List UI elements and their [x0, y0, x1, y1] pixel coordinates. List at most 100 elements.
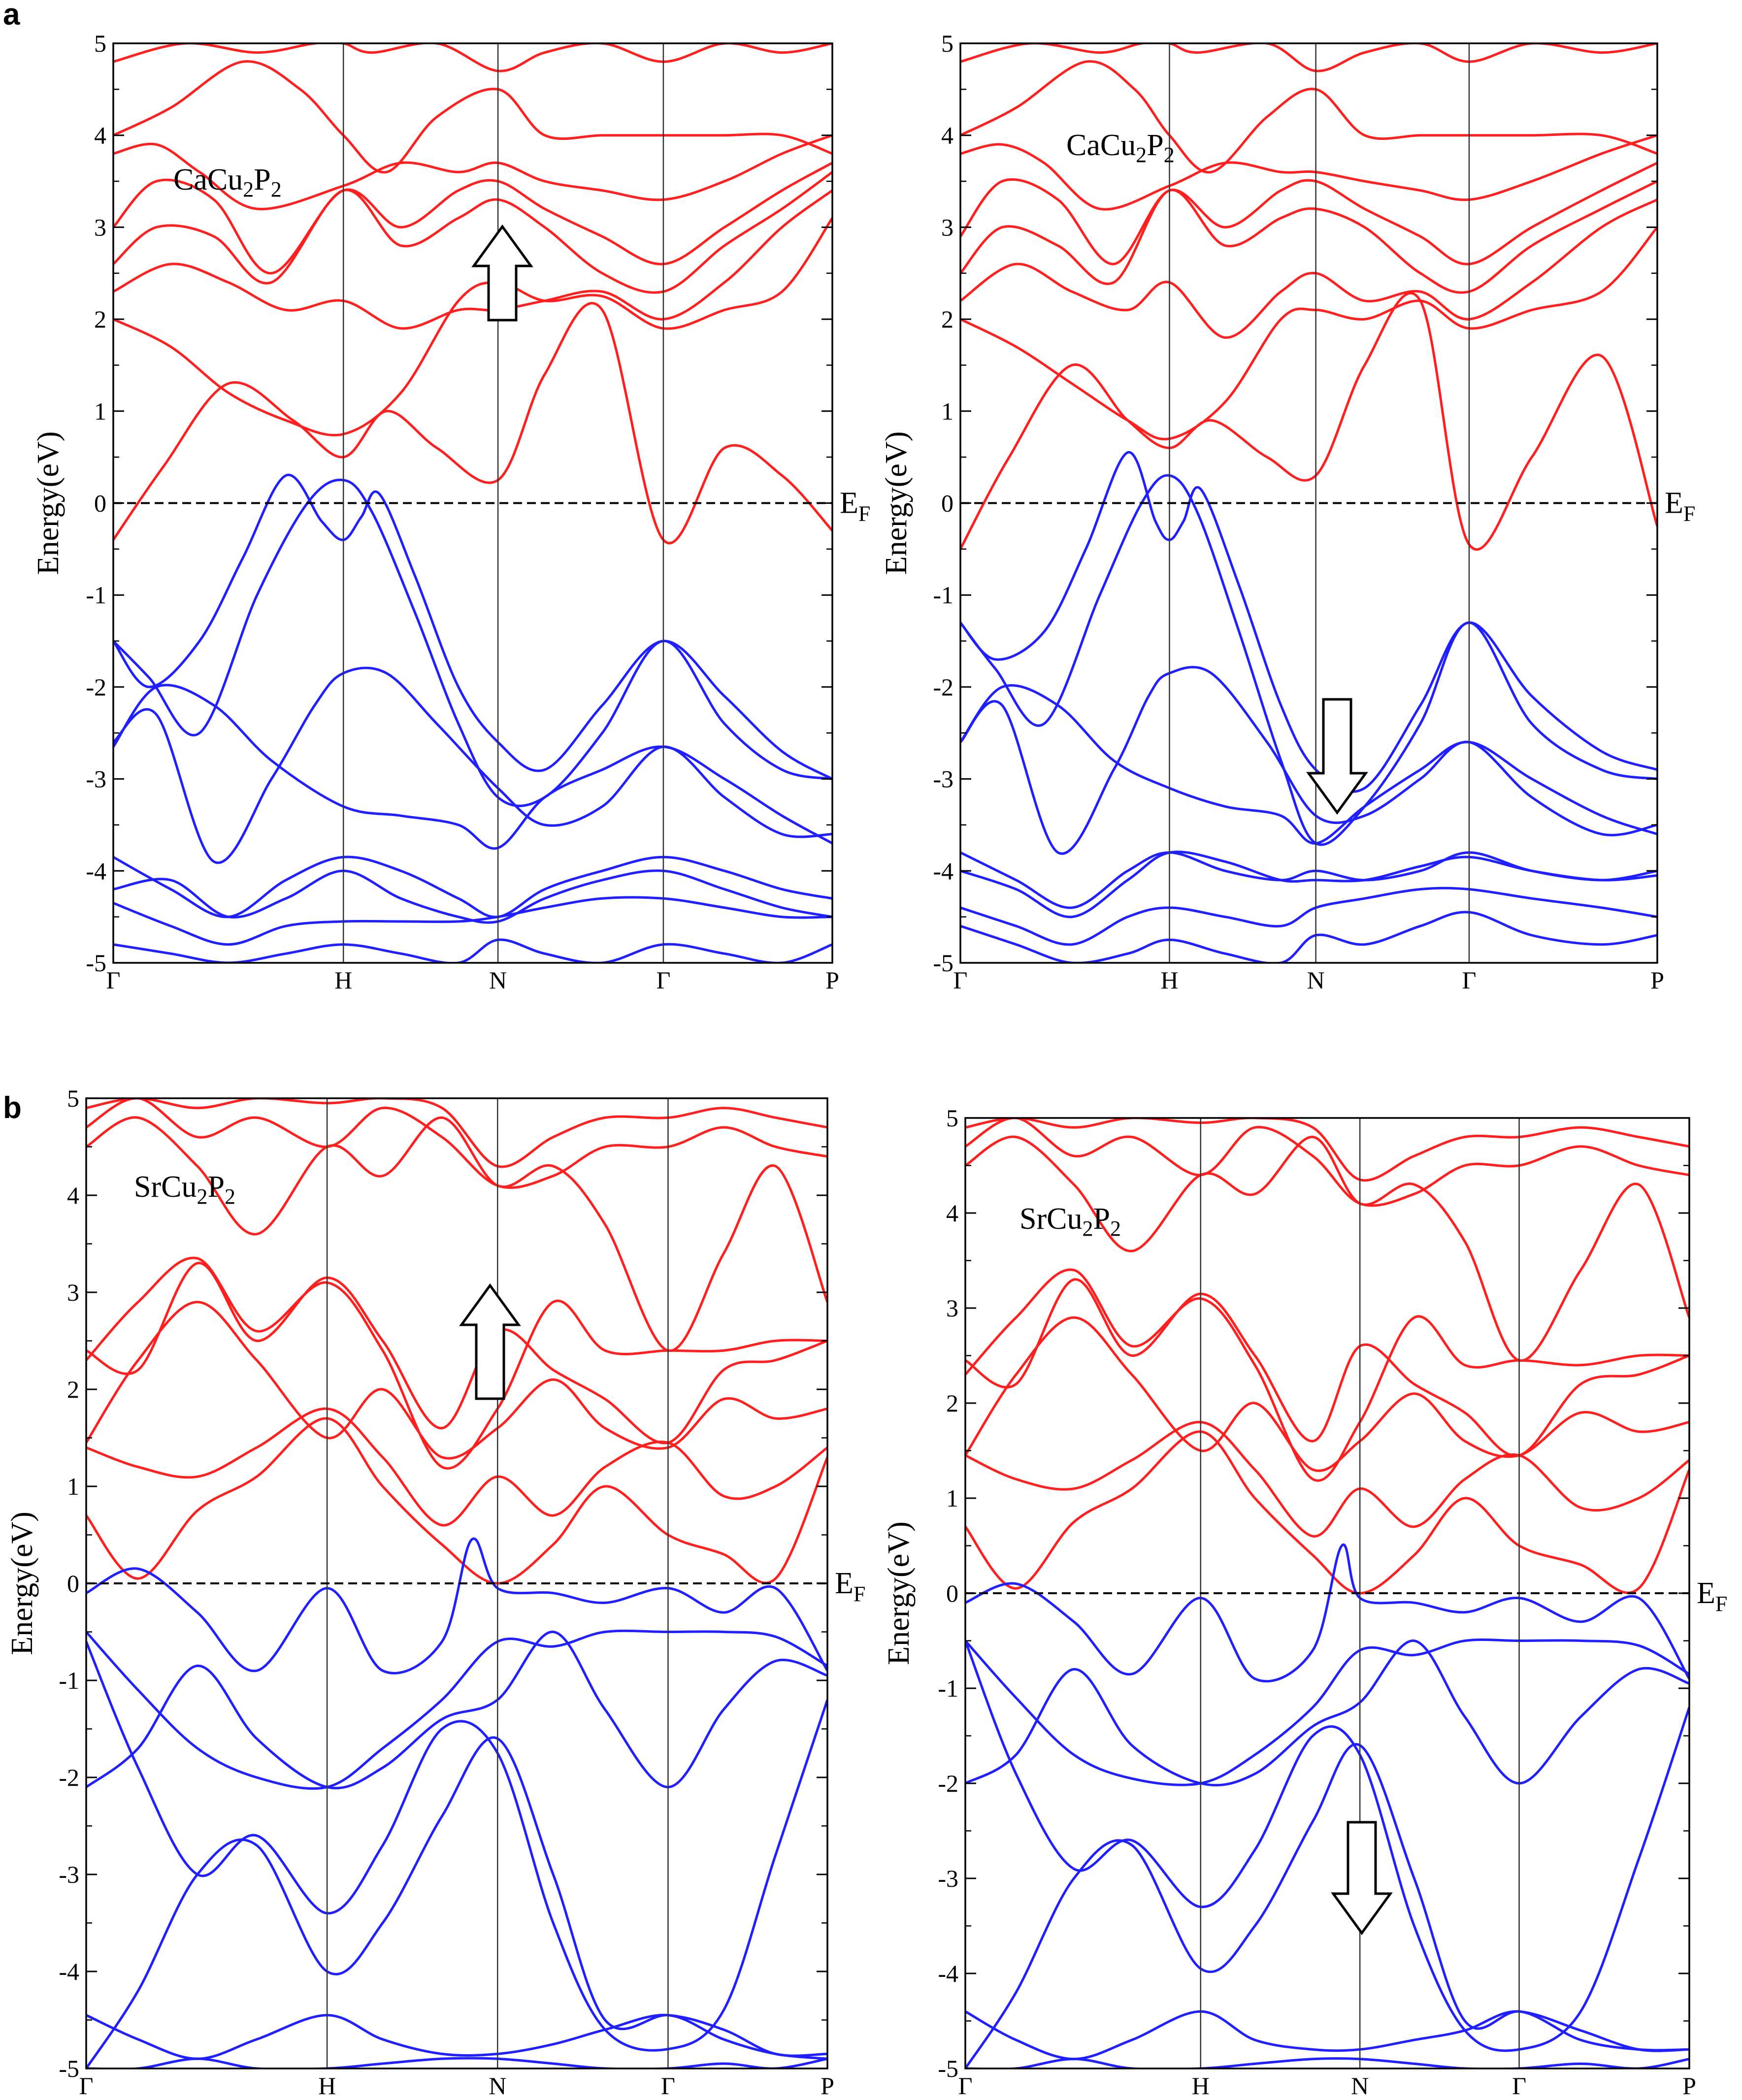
conduction-band-c6: [965, 1135, 1689, 1362]
y-axis-title: Energy(eV): [32, 431, 65, 575]
conduction-band-c6: [86, 1116, 827, 1352]
kpoint-label: H: [1192, 2072, 1210, 2100]
fermi-label: EF: [835, 1567, 865, 1606]
band-lines: [113, 43, 832, 963]
kpoint-label: Γ: [1462, 966, 1476, 994]
kpoint-label: Γ: [1512, 2072, 1526, 2100]
y-tick-label: -4: [938, 1960, 958, 1987]
conduction-band-c5: [965, 1268, 1689, 1482]
kpoint-label: Γ: [661, 2072, 675, 2100]
kpoint-label: H: [1160, 966, 1178, 994]
valence-band-v1: [965, 1543, 1689, 1683]
kpoint-label: P: [821, 2072, 834, 2100]
conduction-band-c3: [113, 189, 832, 330]
fermi-label: EF: [1665, 487, 1695, 526]
valence-band-v2: [960, 474, 1657, 846]
conduction-band-c6: [113, 134, 832, 210]
valence-band-v5: [86, 1736, 827, 2068]
kpoint-label: P: [825, 966, 839, 994]
y-tick-label: -1: [59, 1667, 79, 1694]
conduction-band-c4: [113, 171, 832, 294]
compound-label: CaCu2P2: [173, 163, 282, 201]
band-lines: [965, 1118, 1689, 2068]
y-tick-label: -4: [933, 857, 953, 885]
conduction-band-c8: [960, 43, 1657, 72]
valence-band-v6: [960, 851, 1657, 919]
y-tick-label: -3: [933, 765, 953, 793]
y-tick-label: -4: [59, 1958, 79, 1985]
kpoint-label: N: [1307, 966, 1325, 994]
y-tick-label: 5: [94, 30, 106, 57]
conduction-band-c7: [965, 1118, 1689, 1207]
conduction-band-c8: [965, 1118, 1689, 1182]
kpoint-label: N: [489, 2072, 506, 2100]
valence-band-v4: [86, 1641, 827, 2052]
conduction-band-c2: [960, 226, 1657, 441]
y-tick-label: 3: [941, 213, 953, 241]
kpoint-label: Γ: [958, 2072, 973, 2100]
compound-label: CaCu2P2: [1066, 129, 1175, 167]
y-tick-label: -1: [86, 581, 106, 609]
kpoint-label: P: [1682, 2072, 1696, 2100]
valence-band-v1: [86, 1537, 827, 1674]
conduction-band-c5: [960, 162, 1657, 265]
valence-band-v3: [965, 1639, 1689, 1787]
spin-up-arrow-icon: [471, 224, 533, 322]
conduction-band-c1: [960, 292, 1657, 551]
kpoint-label: P: [1650, 966, 1664, 994]
y-tick-label: 4: [67, 1181, 79, 1209]
kpoint-label: Γ: [106, 966, 121, 994]
fermi-label: EF: [1697, 1576, 1727, 1616]
y-tick-label: 4: [941, 122, 953, 149]
panel-label-a: a: [3, 0, 20, 32]
y-tick-label: 0: [946, 1579, 958, 1607]
valence-band-v6: [965, 2010, 1689, 2061]
y-tick-label: 2: [94, 305, 106, 333]
y-tick-label: 1: [67, 1473, 79, 1500]
conduction-band-c7: [86, 1098, 827, 1189]
y-tick-label: 5: [67, 1084, 79, 1112]
valence-band-v7: [960, 886, 1657, 946]
y-tick-label: 0: [941, 490, 953, 517]
conduction-band-c5: [86, 1256, 827, 1470]
y-tick-label: -4: [86, 857, 106, 885]
conduction-band-c3: [965, 1316, 1689, 1472]
valence-band-v6: [113, 869, 832, 924]
conduction-band-c7: [113, 60, 832, 174]
panel-label-b: b: [3, 1091, 22, 1125]
y-tick-label: -3: [938, 1865, 958, 1892]
valence-band-v7: [965, 2057, 1689, 2068]
valence-band-v1: [960, 451, 1657, 793]
conduction-band-c3: [86, 1301, 827, 1460]
y-tick-label: -2: [59, 1764, 79, 1791]
y-tick-label: 4: [94, 122, 106, 149]
y-tick-label: 2: [67, 1376, 79, 1403]
compound-label: SrCu2P2: [1019, 1202, 1121, 1241]
conduction-band-c3: [960, 198, 1657, 339]
conduction-band-c4: [86, 1262, 827, 1444]
y-tick-label: 0: [94, 490, 106, 517]
y-tick-label: -3: [59, 1861, 79, 1888]
valence-band-v2: [965, 1638, 1689, 1786]
compound-label: SrCu2P2: [134, 1170, 235, 1209]
y-tick-label: 5: [946, 1104, 958, 1132]
valence-band-v7: [113, 896, 832, 946]
valence-band-v5: [965, 1743, 1689, 2068]
y-tick-label: 1: [946, 1484, 958, 1512]
valence-band-v7: [86, 2057, 827, 2068]
kpoint-label: Γ: [953, 966, 968, 994]
valence-band-v1: [113, 473, 832, 780]
conduction-band-c2: [86, 1407, 827, 1527]
y-tick-label: 2: [941, 305, 953, 333]
y-tick-label: 3: [67, 1279, 79, 1306]
band-lines: [86, 1098, 827, 2068]
y-tick-label: 2: [946, 1389, 958, 1417]
conduction-band-c8: [86, 1098, 827, 1168]
conduction-band-c7: [960, 60, 1657, 174]
y-tick-label: 3: [94, 213, 106, 241]
y-tick-label: 1: [94, 397, 106, 425]
